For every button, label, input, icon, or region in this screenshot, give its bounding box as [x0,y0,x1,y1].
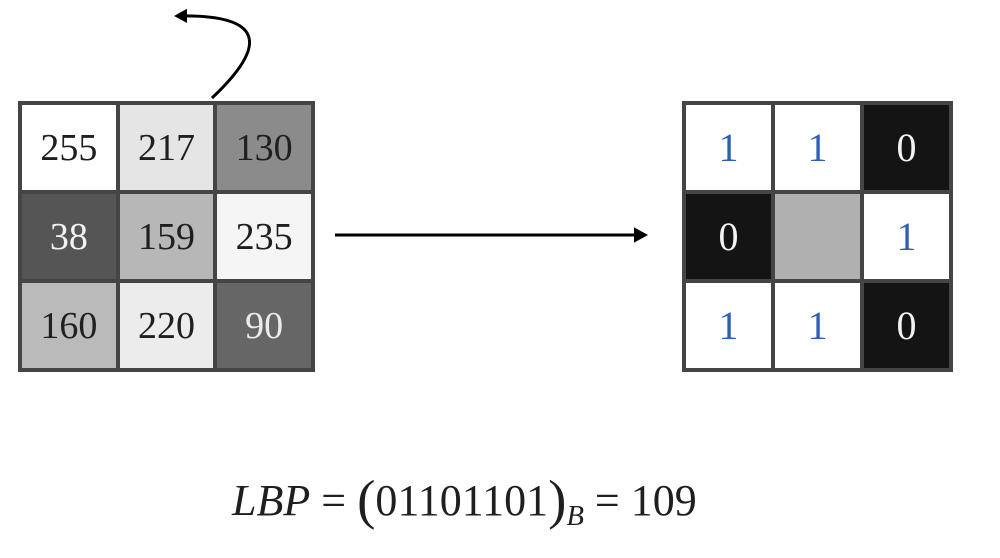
left-grid-cell-0: 255 [20,103,118,192]
left-grid-cell-4: 159 [118,192,216,281]
lbp-formula: LBP = (01101101)B = 109 [232,465,697,533]
formula-sub: B [566,501,583,532]
formula-binary: 01101101 [375,476,548,525]
right-grid-cell-5: 1 [862,192,951,281]
formula-eq1: = [310,476,357,525]
left-grid-cell-3: 38 [20,192,118,281]
left-grid-cell-7: 220 [118,281,216,370]
formula-lparen: ( [357,469,375,530]
right-grid-cell-1: 1 [773,103,862,192]
left-grid-cell-8: 90 [215,281,313,370]
formula-result: 109 [631,476,697,525]
left-pixel-grid: 2552171303815923516022090 [18,101,315,372]
right-grid-cell-2: 0 [862,103,951,192]
right-grid-cell-4 [773,192,862,281]
formula-rparen: ) [548,469,566,530]
right-grid-cell-6: 1 [684,281,773,370]
formula-lhs: LBP [232,476,310,525]
right-grid-cell-3: 0 [684,192,773,281]
left-grid-cell-6: 160 [20,281,118,370]
curved-arrow [154,0,320,118]
right-grid-cell-7: 1 [773,281,862,370]
right-grid-cell-0: 1 [684,103,773,192]
left-grid-cell-5: 235 [215,192,313,281]
horizontal-arrow [315,215,668,255]
formula-eq2: = [584,476,631,525]
right-binary-grid: 11001110 [682,101,953,372]
right-grid-cell-8: 0 [862,281,951,370]
